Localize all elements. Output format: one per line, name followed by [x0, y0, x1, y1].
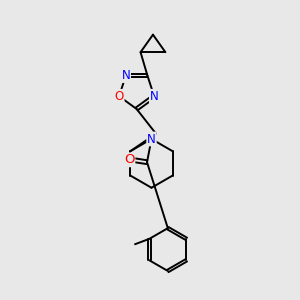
Text: N: N	[122, 69, 130, 82]
Text: N: N	[150, 90, 158, 103]
Text: N: N	[147, 133, 156, 146]
Text: O: O	[115, 90, 124, 103]
Text: O: O	[124, 153, 134, 166]
